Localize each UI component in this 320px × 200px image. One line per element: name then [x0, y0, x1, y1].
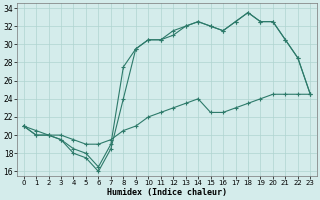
X-axis label: Humidex (Indice chaleur): Humidex (Indice chaleur)	[107, 188, 227, 197]
